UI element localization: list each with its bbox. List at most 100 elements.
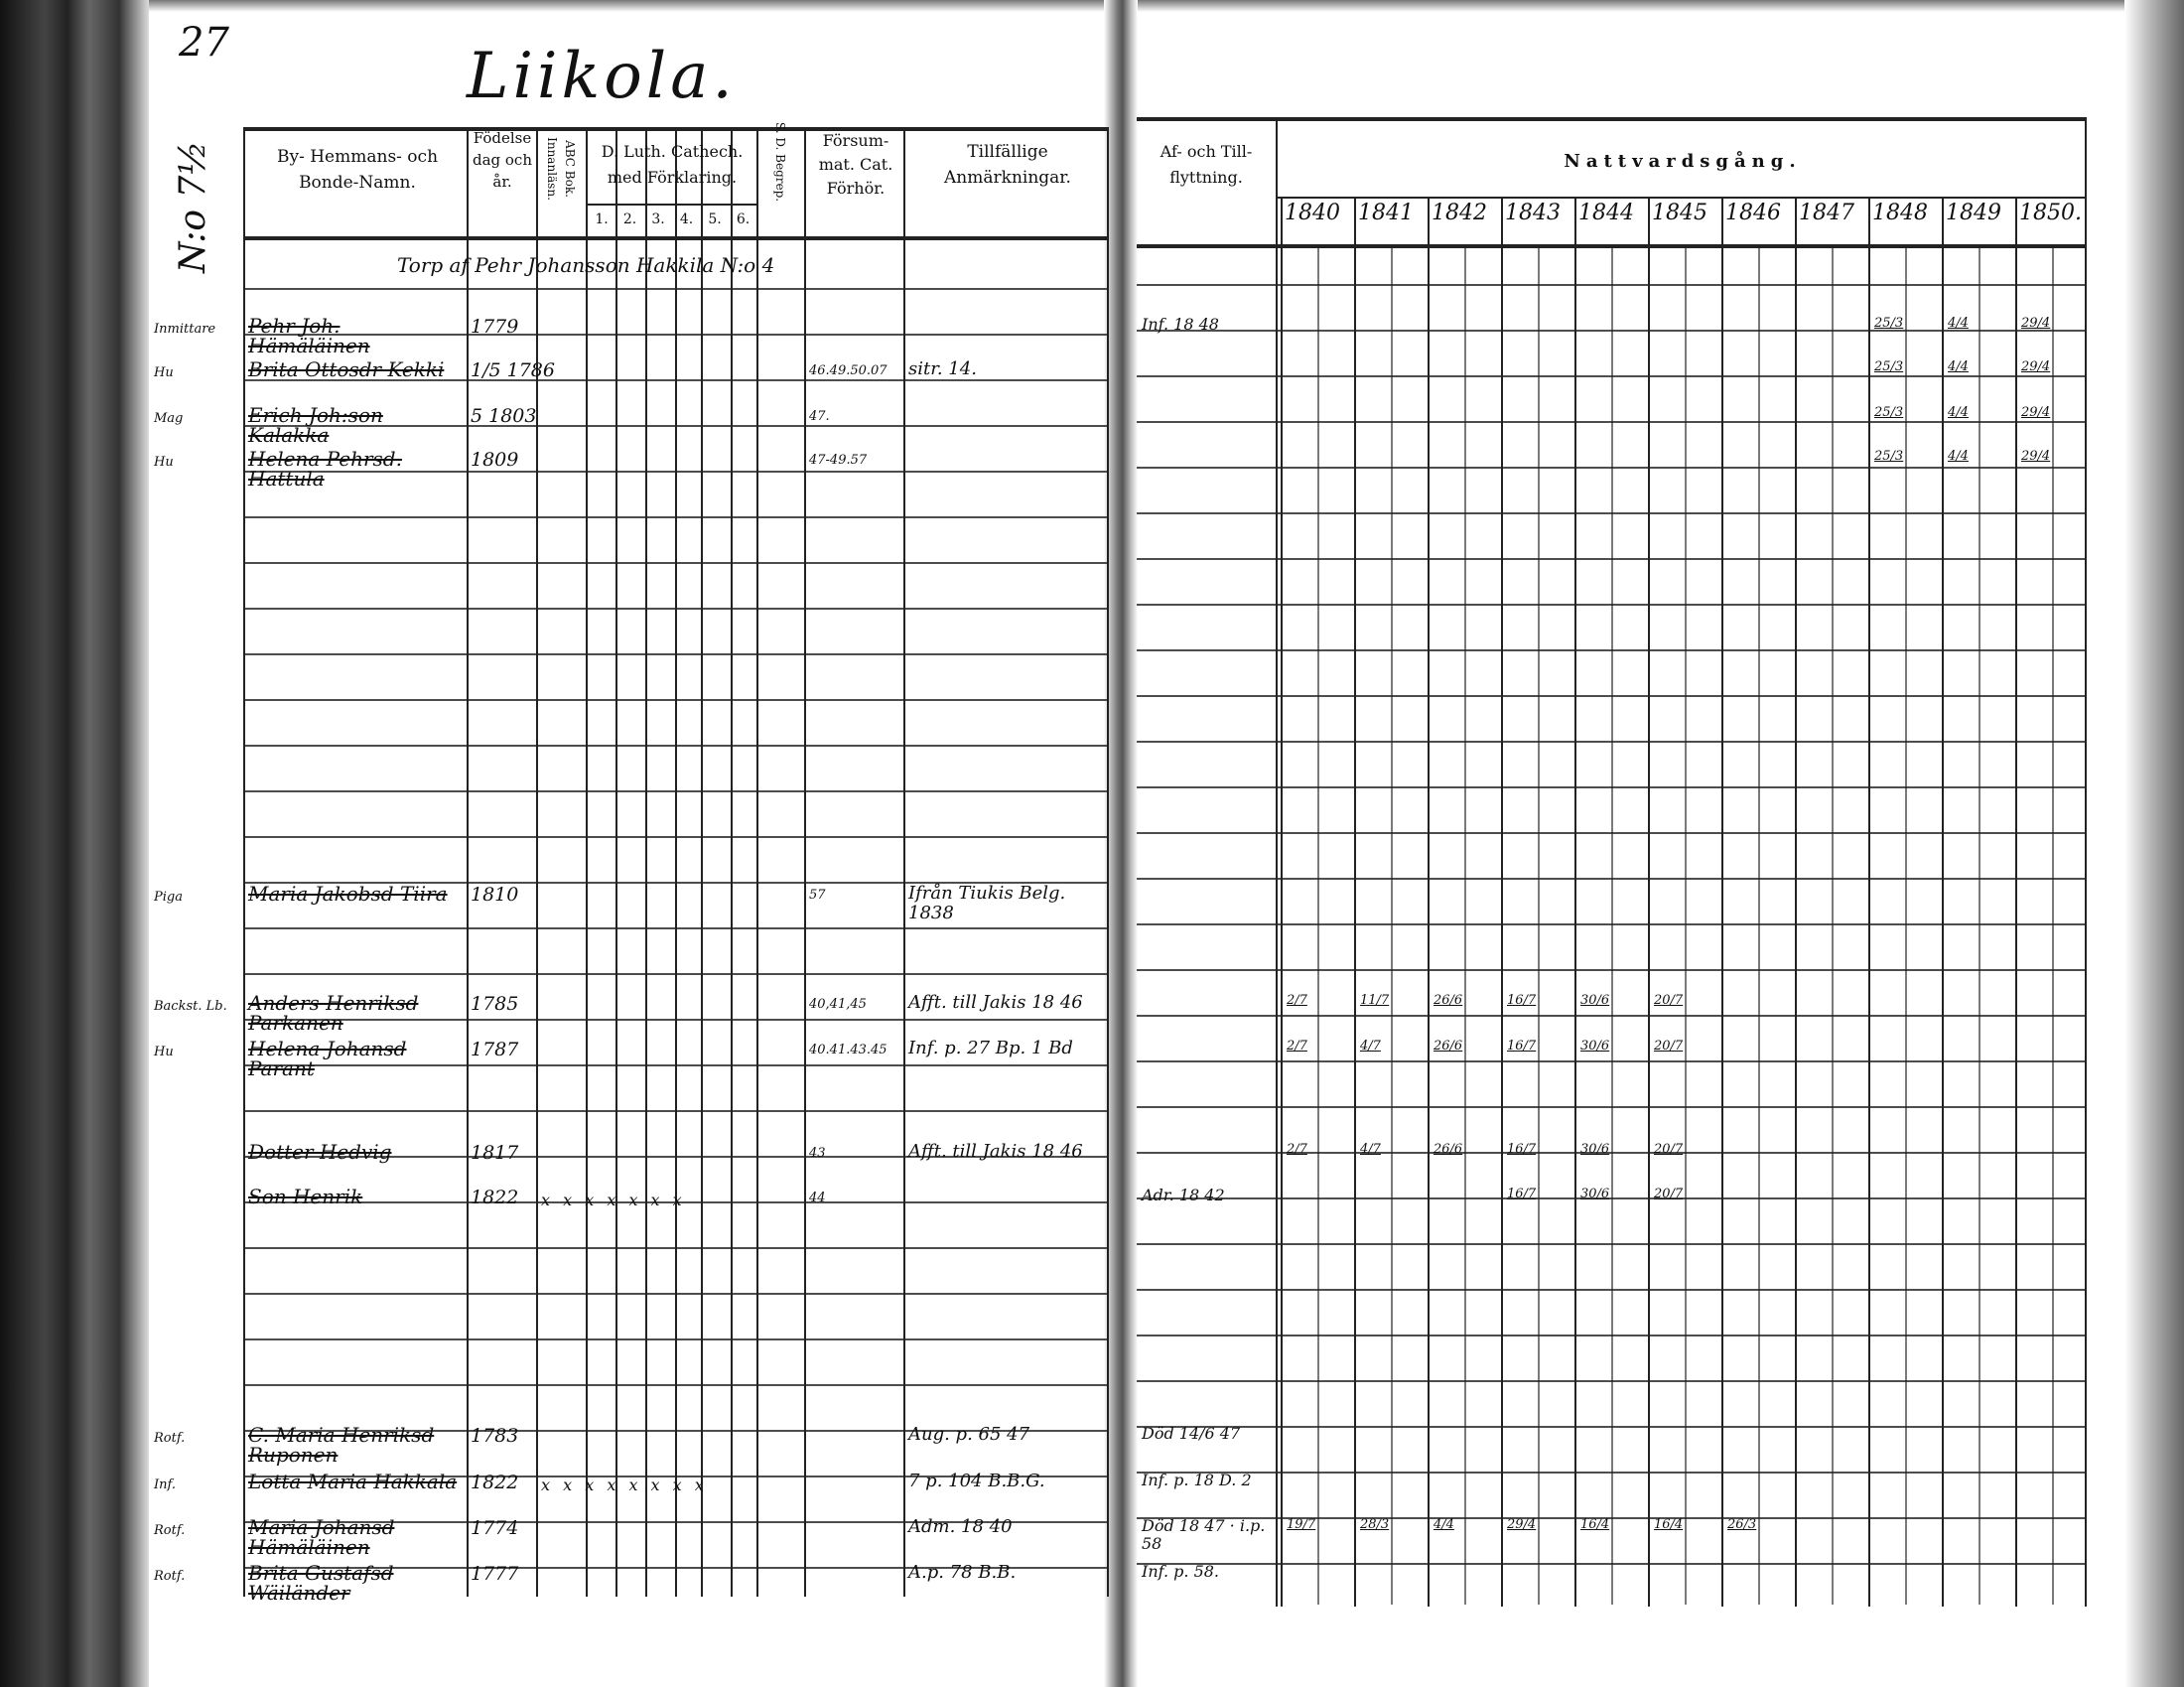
rule-line: [1137, 1243, 2085, 1245]
year-header: 1843: [1505, 201, 1561, 225]
entry-note: Adm. 18 40: [908, 1516, 1013, 1537]
rule-line: [1137, 421, 2085, 423]
rule-line: [1611, 244, 1613, 1605]
communion-date: 20/7: [1654, 1039, 1684, 1054]
rule-line: [1137, 1472, 2085, 1474]
year-header: 1844: [1578, 201, 1634, 225]
rule-line: [1905, 244, 1907, 1605]
header-notes: Tillfällige Anmärkningar.: [944, 142, 1071, 188]
communion-date: 4/4: [1948, 359, 1969, 374]
communion-date: 16/4: [1580, 1517, 1610, 1532]
rule-line: [903, 127, 905, 1597]
communion-date: 26/6: [1433, 1142, 1463, 1157]
entry-birth: 1822: [471, 1472, 519, 1493]
communion-date: 25/3: [1874, 405, 1904, 420]
catechism-sub-header: 6.: [736, 211, 751, 227]
rule-line: [586, 127, 588, 1597]
rule-line: [1354, 197, 1356, 1607]
entry-birth: 1787: [471, 1039, 519, 1060]
rule-line: [1137, 969, 2085, 971]
communion-date: 30/6: [1580, 1039, 1610, 1054]
communion-date: 19/7: [1287, 1517, 1316, 1532]
entry-name: Helena Johansd Parant: [248, 1037, 407, 1080]
communion-date: 16/7: [1507, 1142, 1537, 1157]
rule-line: [1868, 197, 1870, 1607]
rule-line: [1137, 1563, 2085, 1565]
communion-date: 30/6: [1580, 1142, 1610, 1157]
communion-date: 25/3: [1874, 316, 1904, 331]
header-sd: S. D. Begrep.: [773, 121, 787, 203]
communion-date: 29/4: [2021, 316, 2051, 331]
header-moving: Af- och Till-flyttning.: [1160, 142, 1253, 187]
header-name: By- Hemmans- och Bonde-Namn.: [276, 147, 439, 193]
entry-forsum: 40.41.43.45: [809, 1043, 887, 1057]
rule-line: [1137, 1289, 2085, 1291]
header-catechism: D. Luth. Cathech. med Förklaring.: [601, 142, 744, 187]
communion-date: 20/7: [1654, 1187, 1684, 1201]
entry-note: Aug. p. 65 47: [908, 1424, 1030, 1445]
entry-note: sitr. 14.: [908, 358, 977, 379]
rule-line: [1276, 197, 2085, 199]
entry-forsum: 46.49.50.07: [809, 363, 887, 378]
rule-line: [1538, 244, 1540, 1605]
entry-role: Mag: [154, 411, 184, 426]
entry-birth: 1785: [471, 993, 519, 1015]
rule-line: [1832, 244, 1834, 1605]
communion-date: 16/7: [1507, 1039, 1537, 1054]
entry-role: Rotf.: [154, 1431, 186, 1446]
entry-birth: 1822: [471, 1187, 519, 1208]
entry-moving: Inf. p. 18 D. 2: [1142, 1471, 1252, 1489]
communion-date: 20/7: [1654, 1142, 1684, 1157]
rule-line: [1137, 117, 2085, 121]
catechism-sub-header: 1.: [595, 211, 609, 227]
year-header: 1841: [1358, 201, 1414, 225]
entry-role: Inmittare: [154, 322, 216, 337]
page-edge: [149, 0, 2184, 12]
rule-line: [756, 127, 758, 1597]
rule-line: [1137, 375, 2085, 377]
rule-line: [675, 127, 677, 1597]
rule-line: [1758, 244, 1760, 1605]
rule-line: [1137, 923, 2085, 925]
year-header: 1848: [1872, 201, 1928, 225]
rule-line: [1137, 604, 2085, 606]
year-header: 1845: [1652, 201, 1707, 225]
entry-birth: 1777: [471, 1563, 519, 1585]
entry-name: Anders Henriksd Parkanen: [248, 991, 419, 1035]
rule-line: [467, 127, 469, 1597]
entry-birth: 5 1803: [471, 405, 537, 427]
rule-line: [1137, 1426, 2085, 1428]
rule-line: [1137, 878, 2085, 880]
rule-line: [1137, 1015, 2085, 1017]
catechism-sub-header: 5.: [708, 211, 722, 227]
rule-line: [2085, 117, 2087, 1607]
entry-note: 7 p. 104 B.B.G.: [908, 1471, 1045, 1491]
entry-name: Lotta Maria Hakkala: [248, 1470, 458, 1493]
header-abc: ABC Bok. Innanläsn.: [545, 137, 577, 201]
rule-line: [1137, 786, 2085, 788]
rule-line: [1391, 244, 1393, 1605]
communion-date: 4/4: [1948, 405, 1969, 420]
rule-line: [1281, 197, 1283, 1607]
communion-date: 2/7: [1287, 993, 1307, 1008]
communion-date: 4/7: [1360, 1039, 1381, 1054]
catechism-sub-header: 4.: [679, 211, 694, 227]
entry-role: Inf.: [154, 1477, 176, 1492]
entry-note: Inf. p. 27 Bp. 1 Bd: [908, 1038, 1073, 1058]
rule-line: [1685, 244, 1687, 1605]
household-line: Torp af Pehr Johansson Hakkila N:o 4: [397, 253, 775, 277]
year-header: 1847: [1799, 201, 1854, 225]
rule-line: [1317, 244, 1319, 1605]
village-title: Liikola.: [467, 40, 737, 113]
communion-date: 2/7: [1287, 1142, 1307, 1157]
rule-line: [615, 127, 617, 1597]
entry-moving: Död 18 47 · i.p. 58: [1142, 1516, 1266, 1553]
rule-line: [243, 127, 245, 1597]
entry-forsum: 40,41,45: [809, 997, 867, 1012]
entry-role: Backst. Lb.: [154, 999, 227, 1014]
entry-role: Piga: [154, 890, 183, 905]
entry-name: Maria Johansd Hämäläinen: [248, 1515, 395, 1559]
rule-line: [1464, 244, 1466, 1605]
communion-date: 30/6: [1580, 993, 1610, 1008]
entry-role: Rotf.: [154, 1569, 186, 1584]
